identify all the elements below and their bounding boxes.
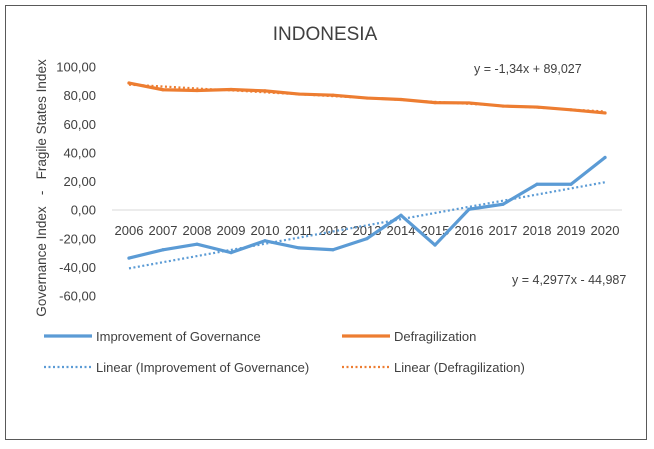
data-point (263, 89, 267, 93)
y-tick-label: 60,00 (63, 117, 96, 132)
y-axis-title: Governance Index - Fragile States Index (34, 59, 49, 317)
data-point (365, 237, 369, 241)
data-point (263, 239, 267, 243)
y-tick-label: 80,00 (63, 88, 96, 103)
chart-frame (5, 5, 647, 440)
x-tick-label: 2014 (387, 223, 416, 238)
data-point (331, 248, 335, 252)
trendline-equation-governance: y = 4,2977x - 44,987 (512, 273, 626, 287)
data-point (433, 101, 437, 105)
data-point (127, 256, 131, 260)
data-point (603, 111, 607, 115)
x-tick-label: 2010 (251, 223, 280, 238)
legend-label: Linear (Defragilization) (394, 360, 525, 375)
data-point (399, 213, 403, 217)
data-point (501, 202, 505, 206)
data-point (161, 88, 165, 92)
x-tick-label: 2011 (285, 223, 313, 238)
x-tick-label: 2007 (149, 223, 178, 238)
data-point (467, 207, 471, 211)
data-point (297, 246, 301, 250)
legend-label: Defragilization (394, 329, 476, 344)
data-point (229, 251, 233, 255)
data-point (433, 243, 437, 247)
data-point (501, 104, 505, 108)
data-point (229, 87, 233, 92)
x-tick-label: 2008 (183, 223, 212, 238)
data-point (195, 88, 199, 93)
legend-label: Linear (Improvement of Governance) (96, 360, 309, 375)
y-tick-label: 40,00 (63, 145, 96, 160)
series-line-0 (127, 155, 607, 260)
x-tick-label: 2018 (523, 223, 552, 238)
y-tick-label: -20,00 (59, 231, 96, 246)
data-point (127, 81, 131, 85)
x-tick-label: 2015 (421, 223, 450, 238)
data-point (365, 96, 369, 100)
y-tick-label: 20,00 (63, 174, 96, 189)
y-tick-label: 0,00 (71, 203, 96, 218)
data-point (399, 97, 403, 102)
x-tick-label: 2020 (591, 223, 620, 238)
y-tick-label: -60,00 (59, 289, 96, 304)
trendline-equation-defragilization: y = -1,34x + 89,027 (474, 62, 582, 76)
x-tick-label: 2009 (217, 223, 246, 238)
y-tick-label: 100,00 (56, 60, 96, 75)
x-tick-label: 2016 (455, 223, 484, 238)
x-tick-label: 2017 (489, 223, 518, 238)
data-point (535, 182, 539, 186)
data-point (331, 93, 335, 97)
data-point (297, 92, 301, 96)
legend-label: Improvement of Governance (96, 329, 261, 344)
data-point (161, 248, 165, 252)
x-tick-label: 2019 (557, 223, 586, 238)
chart-title: INDONESIA (273, 24, 378, 45)
data-point (569, 182, 573, 186)
x-tick-label: 2006 (115, 223, 144, 238)
y-tick-label: -40,00 (59, 260, 96, 275)
data-point (535, 105, 539, 109)
data-point (467, 101, 471, 105)
data-point (603, 155, 607, 160)
data-point (569, 108, 573, 112)
data-point (195, 242, 199, 246)
